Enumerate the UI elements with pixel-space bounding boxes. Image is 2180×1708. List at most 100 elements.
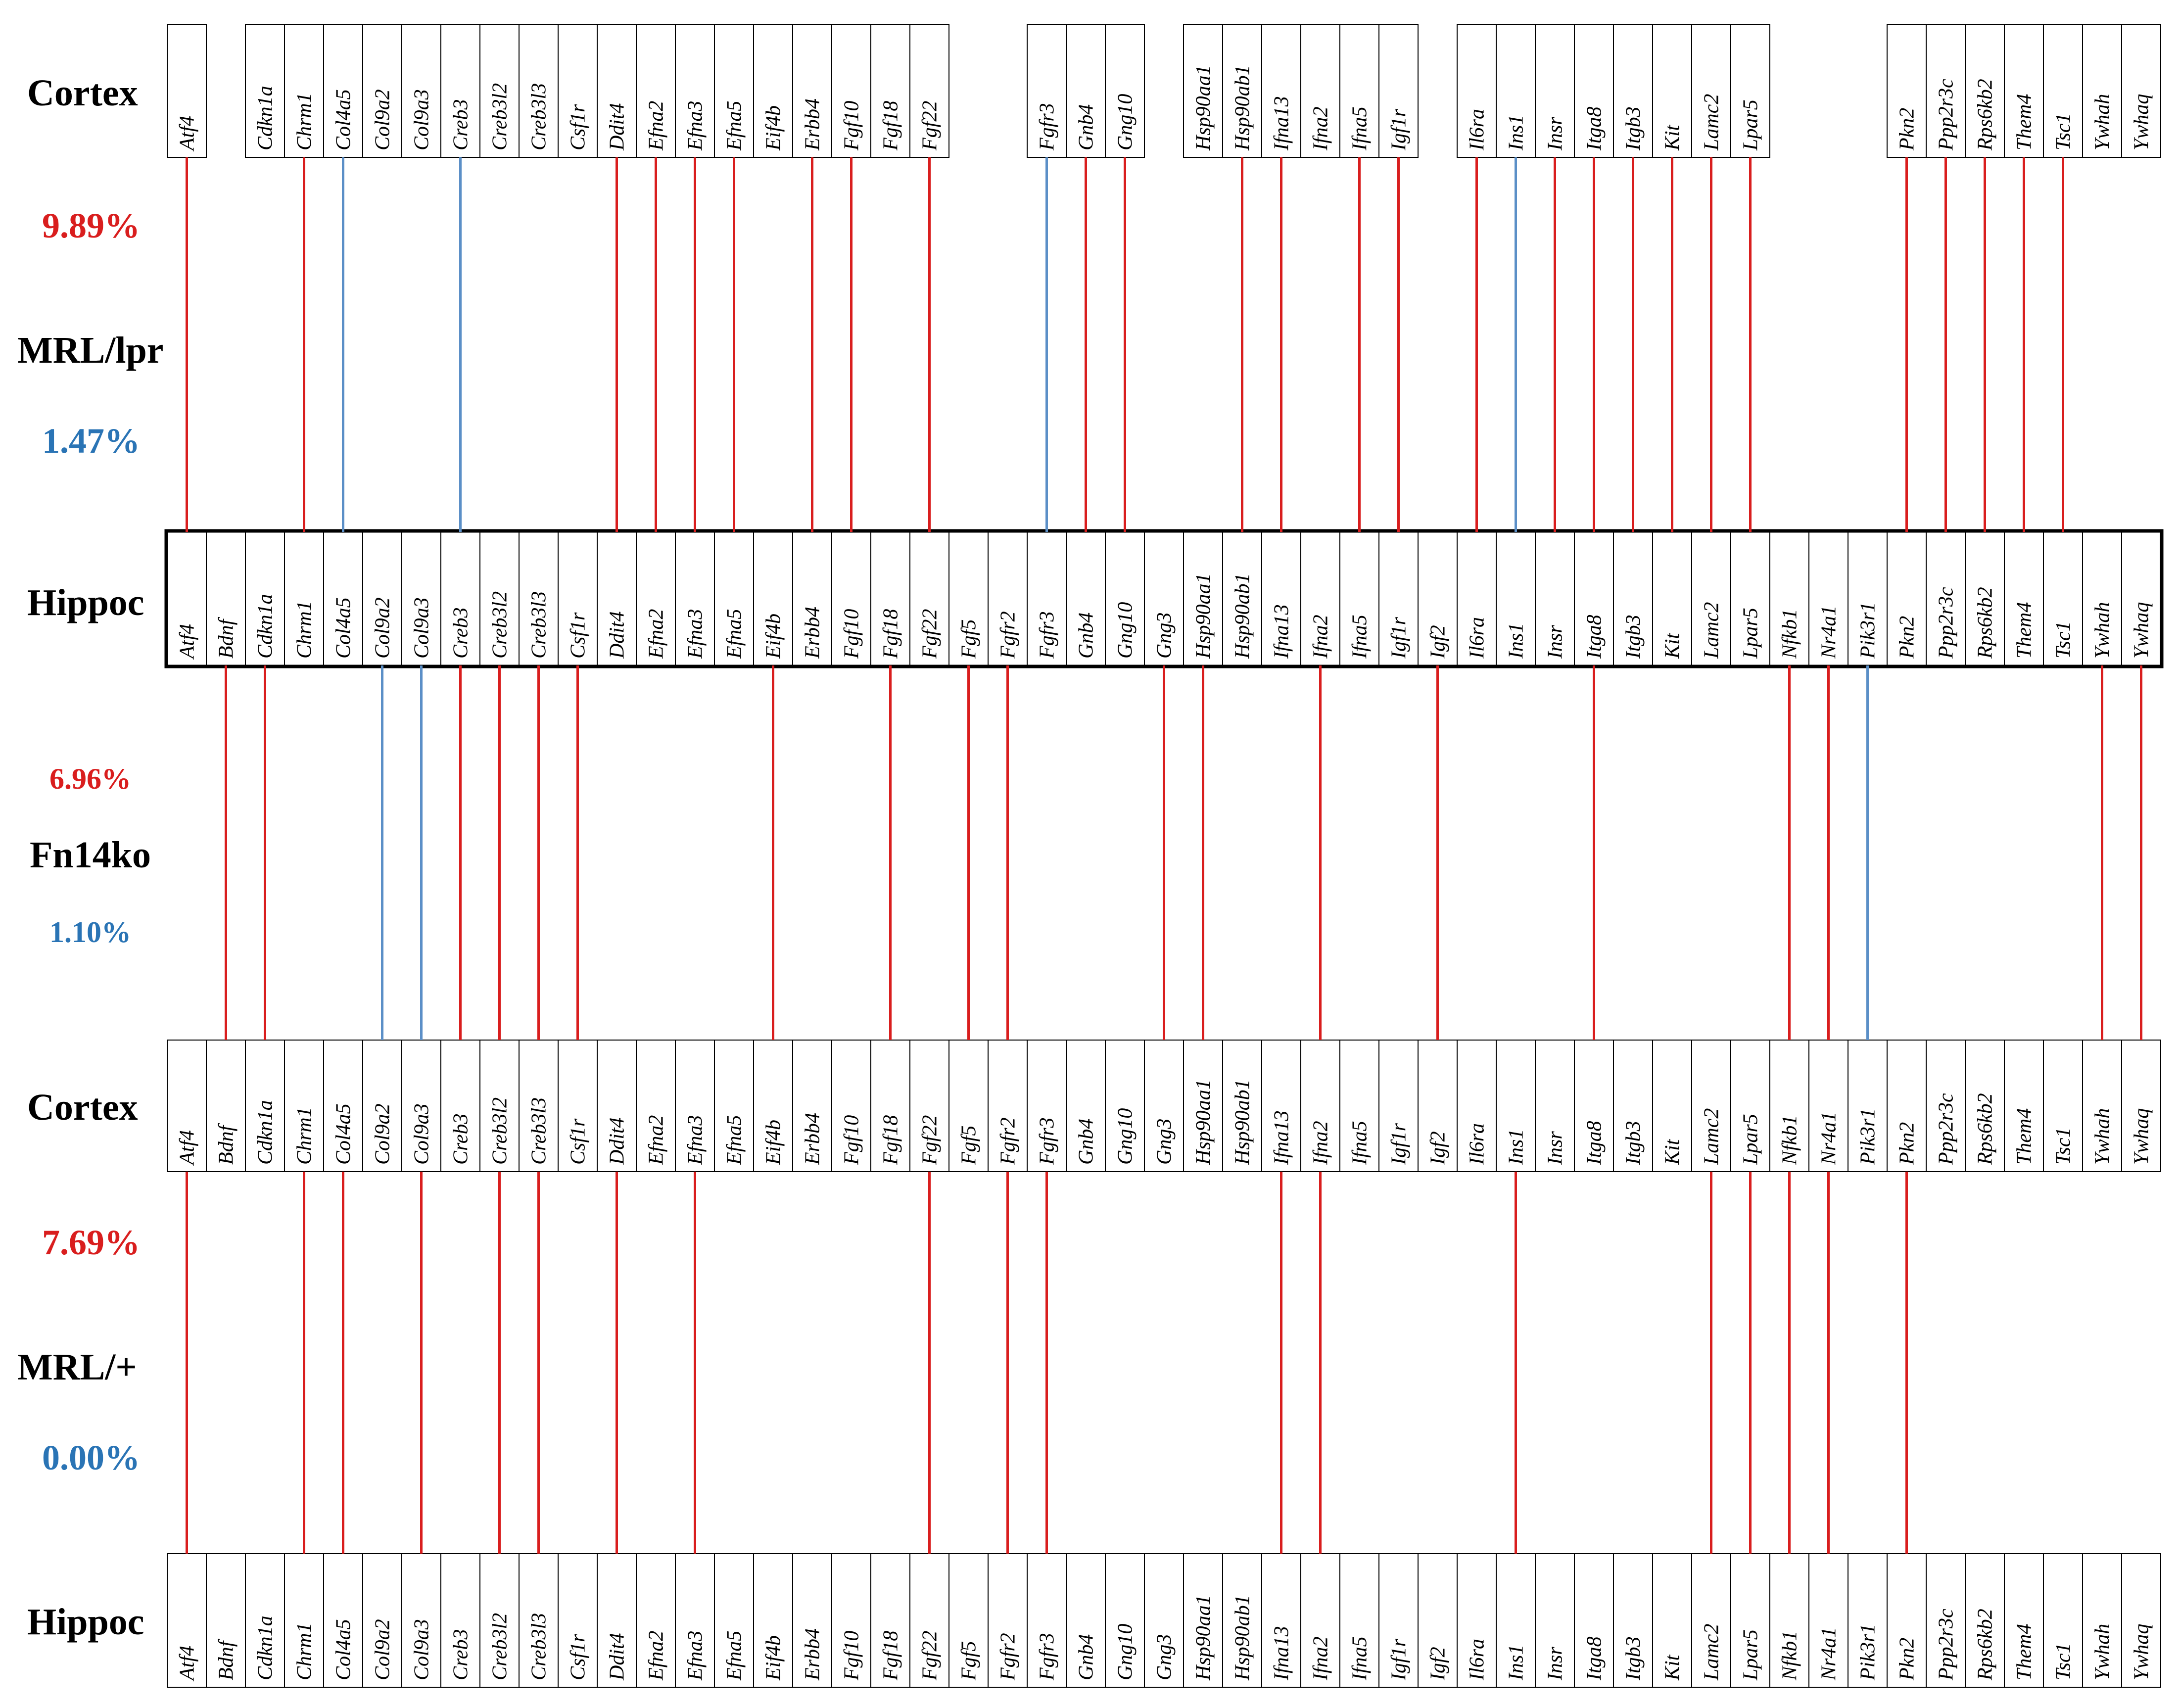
gene-cell <box>558 531 598 666</box>
gene-label: Eif4b <box>762 105 785 151</box>
gene-label: Igf1r <box>1388 617 1411 659</box>
gene-label: Ywhaq <box>2131 602 2153 659</box>
gene-label: Gng3 <box>1153 1119 1176 1165</box>
gene-cell <box>1300 1040 1340 1172</box>
gene-label: Igf1r <box>1388 108 1411 151</box>
gene-cell <box>1535 24 1575 158</box>
gene-cell <box>1183 24 1223 158</box>
gene-cell <box>1183 531 1223 666</box>
gene-label: Tsc1 <box>2052 1643 2075 1681</box>
gene-cell <box>597 1553 637 1688</box>
comparison-3 <box>186 1172 1908 1554</box>
gene-cell <box>714 1553 754 1688</box>
gene-label: Them4 <box>2013 94 2036 150</box>
gene-label: Ifna2 <box>1310 615 1332 659</box>
gene-cell <box>2004 24 2044 158</box>
gene-cell <box>675 1553 715 1688</box>
gene-label: Erbb4 <box>802 1628 824 1681</box>
gene-label: Efna2 <box>645 1631 668 1681</box>
gene-cell <box>1848 1040 1888 1172</box>
gene-label: Fgfr3 <box>1036 1117 1059 1165</box>
gene-label: Creb3 <box>450 99 473 150</box>
gene-label: Hsp90aa1 <box>1192 65 1215 151</box>
gene-label: Cdkn1a <box>254 1615 277 1680</box>
gene-cell <box>1105 1040 1145 1172</box>
gene-label: Lpar5 <box>1740 608 1762 659</box>
gene-label: Efna3 <box>684 101 707 151</box>
gene-cell <box>831 531 871 666</box>
gene-row-4: Atf4 Bdnf Cdkn1a Chrm1 Col4a5 Col9a2 Col9a3 Cre… <box>167 1553 2161 1688</box>
gene-label: Nr4a1 <box>1818 606 1841 659</box>
gene-cell <box>714 24 754 158</box>
gene-cell <box>1300 531 1340 666</box>
gene-label: Gng10 <box>1114 1624 1137 1680</box>
gene-label: Nr4a1 <box>1818 1627 1841 1681</box>
gene-label: Itga8 <box>1583 615 1606 659</box>
gene-cell <box>1261 1553 1301 1688</box>
gene-cell <box>988 1553 1028 1688</box>
gene-label: Atf4 <box>176 116 199 152</box>
comparison-1 <box>186 157 2064 532</box>
gene-cell <box>1535 531 1575 666</box>
gene-cell <box>1965 24 2005 158</box>
gene-label: Lamc2 <box>1701 94 1723 151</box>
gene-cell <box>401 531 441 666</box>
gene-cell <box>870 24 910 158</box>
gene-label: Them4 <box>2013 1624 2036 1680</box>
gene-cell <box>2004 1553 2044 1688</box>
gene-cell <box>1222 1553 1262 1688</box>
gene-label: Ins1 <box>1505 115 1528 151</box>
gene-cell <box>1613 1040 1653 1172</box>
gene-cell <box>1457 1040 1497 1172</box>
gene-cell <box>1535 1553 1575 1688</box>
gene-label: Rps6kb2 <box>1974 587 1997 659</box>
gene-cell <box>1144 1553 1184 1688</box>
gene-label: Fgf22 <box>919 101 942 151</box>
gene-label: Igf2 <box>1427 1131 1450 1165</box>
gene-cell <box>831 24 871 158</box>
gene-label: Tsc1 <box>2052 621 2075 659</box>
gene-cell <box>1261 24 1301 158</box>
gene-label: Pik3r1 <box>1857 1624 1880 1681</box>
gene-cell <box>245 1553 285 1688</box>
gene-cell <box>1457 24 1497 158</box>
comparison-2 <box>225 665 2142 1040</box>
gene-label: Them4 <box>2013 602 2036 659</box>
gene-cell <box>401 24 441 158</box>
gene-label: Nfkb1 <box>1779 1115 1801 1165</box>
gene-cell <box>1730 24 1770 158</box>
gene-cell <box>1378 1553 1419 1688</box>
row-label-4: Hippoc <box>27 1601 144 1643</box>
gene-cell <box>714 1040 754 1172</box>
gene-label: Csf1r <box>567 612 590 659</box>
gene-label: Atf4 <box>176 624 199 660</box>
gene-cell <box>2082 24 2122 158</box>
gene-cell <box>1496 1553 1536 1688</box>
gene-row-1: Atf4 Cdkn1a Chrm1 Col4a5 Col9a2 Col9a3 Creb3 Cr… <box>167 24 2161 158</box>
gene-label: Creb3l2 <box>489 1097 512 1165</box>
gene-label: Nfkb1 <box>1779 1631 1801 1681</box>
gene-label: Il6ra <box>1466 617 1489 659</box>
gene-label: Eif4b <box>762 1120 785 1165</box>
gene-cell <box>2043 1553 2083 1688</box>
gene-cell <box>479 24 520 158</box>
gene-label: Pik3r1 <box>1857 602 1880 659</box>
gene-label: Atf4 <box>176 1130 199 1166</box>
gene-label: Kit <box>1661 1654 1684 1681</box>
gene-label: Fgfr3 <box>1036 611 1059 659</box>
gene-label: Fgfr2 <box>997 1633 1020 1681</box>
gene-cell <box>909 24 949 158</box>
gene-cell <box>831 1553 871 1688</box>
gene-cell <box>1339 24 1379 158</box>
gene-cell <box>1066 1553 1106 1688</box>
down-percent-1: 1.47% <box>42 421 140 461</box>
gene-label: Gnb4 <box>1075 1119 1098 1165</box>
gene-cell <box>1261 1040 1301 1172</box>
gene-cell <box>284 1553 324 1688</box>
gene-label: Col9a3 <box>411 597 433 659</box>
gene-cell <box>1300 1553 1340 1688</box>
gene-cell <box>1496 1040 1536 1172</box>
gene-label: Hsp90ab1 <box>1232 1079 1254 1165</box>
